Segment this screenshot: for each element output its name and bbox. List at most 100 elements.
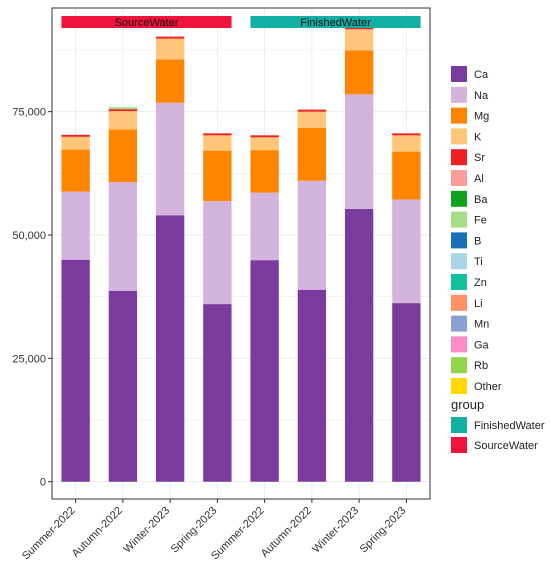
bar-segment-sr — [61, 134, 90, 137]
legend-key-ba — [451, 190, 467, 207]
bar-stack — [250, 135, 279, 482]
legend-key-fe — [451, 211, 467, 228]
bar-segment-sr — [108, 109, 138, 112]
legend-label: Other — [474, 381, 502, 393]
legend-key-sr — [451, 149, 467, 166]
legend-label: Rb — [474, 360, 488, 372]
bar-segment-k — [344, 29, 374, 51]
legend-label: Fe — [474, 215, 487, 227]
legend-label: Ti — [474, 256, 483, 268]
bar-segment-mg — [108, 129, 138, 183]
bar-segment-na — [61, 191, 90, 260]
y-tick-label: 75,000 — [12, 107, 46, 119]
element-legend: Ca Na Mg K Sr Al Ba Fe B Ti Zn Li Mn Ga Rb Other — [451, 66, 502, 394]
panel-border-rect — [51, 7, 431, 500]
bar-segment-na — [344, 94, 374, 209]
bar-segment-k — [392, 135, 421, 152]
legend-label: Mg — [474, 111, 489, 123]
legend-key-rb — [451, 357, 467, 374]
bar-segment-ca — [108, 290, 138, 482]
legend-key-ti — [451, 253, 467, 270]
legend-key-ga — [451, 336, 467, 353]
bar-segment-ca — [344, 208, 374, 482]
bar-segment-na — [250, 192, 279, 261]
bar-stack — [203, 133, 232, 482]
bar-stack — [108, 107, 138, 482]
bar-segment-ca — [155, 215, 185, 482]
legend-label: K — [474, 131, 482, 143]
bar-segment-sr — [250, 135, 279, 138]
legend-key-k — [451, 128, 467, 145]
legend-label: Ba — [474, 194, 488, 206]
legend-label: Zn — [474, 277, 487, 289]
y-axis: 0 25,000 50,000 75,000 — [12, 107, 52, 489]
legend-label: B — [474, 235, 481, 247]
bar-segment-sr — [297, 109, 327, 112]
bar-segment-na — [297, 180, 327, 290]
bar-segment-k — [203, 135, 232, 151]
legend-key-b — [451, 232, 467, 249]
legend-key-mg — [451, 107, 467, 124]
bar-segment-mg — [203, 150, 232, 201]
bars — [61, 27, 421, 482]
bar-segment-k — [61, 136, 90, 150]
legend-label: Ga — [474, 339, 490, 351]
group-legend-key — [451, 437, 467, 453]
legend-key-mn — [451, 315, 467, 332]
bar-segment-sr — [155, 36, 185, 39]
legend-key-na — [451, 86, 467, 103]
bar-segment-k — [250, 137, 279, 151]
legend-label: Al — [474, 173, 484, 185]
bar-stack — [392, 133, 421, 482]
bar-segment-na — [392, 199, 421, 304]
bar-segment-ca — [250, 260, 279, 482]
bar-segment-ca — [392, 303, 421, 482]
bar-segment-mg — [250, 150, 279, 193]
legend-key-li — [451, 294, 467, 311]
bar-segment-sr — [344, 27, 374, 30]
bar-segment-mg — [344, 50, 374, 95]
group-legend-title: group — [451, 397, 484, 412]
legend-label: Li — [474, 298, 483, 310]
group-label-text: FinishedWater — [300, 17, 371, 29]
bar-segment-sr — [392, 133, 421, 136]
legend-label: Sr — [474, 152, 485, 164]
group-label-box — [61, 16, 232, 28]
bar-stack — [344, 27, 374, 482]
y-tick-label: 0 — [40, 477, 46, 489]
bar-segment-sr — [203, 133, 232, 136]
bar-segment-ca — [203, 304, 232, 482]
bar-segment-ca — [61, 259, 90, 482]
legend-label: Mn — [474, 319, 489, 331]
group-labels: SourceWater FinishedWater — [61, 16, 421, 29]
panel-border — [51, 7, 431, 500]
legend-key-al — [451, 170, 467, 186]
bar-stack — [297, 109, 327, 482]
legend-key-other — [451, 378, 467, 394]
bar-stack — [155, 36, 185, 482]
group-legend-label: SourceWater — [474, 440, 538, 452]
group-label-text: SourceWater — [115, 17, 179, 29]
bar-segment-na — [108, 182, 138, 291]
bar-segment-fe — [108, 107, 138, 110]
bar-segment-na — [155, 102, 185, 216]
bar-segment-mg — [155, 59, 185, 103]
group-legend: group FinishedWater SourceWater — [451, 397, 545, 453]
legend-label: Na — [474, 90, 489, 102]
bar-segment-na — [203, 200, 232, 305]
bar-segment-k — [155, 38, 185, 60]
bar-segment-mg — [61, 149, 90, 192]
bar-segment-ca — [297, 289, 327, 482]
bar-segment-mg — [297, 127, 327, 181]
y-tick-label: 50,000 — [12, 230, 46, 242]
bar-stack — [61, 134, 90, 482]
legend-key-ca — [451, 66, 467, 82]
bar-segment-mg — [392, 151, 421, 200]
group-legend-label: FinishedWater — [474, 420, 545, 432]
y-tick-label: 25,000 — [12, 353, 46, 365]
legend-key-zn — [451, 274, 467, 290]
bar-segment-k — [108, 111, 138, 130]
legend-label: Ca — [474, 69, 489, 81]
bar-segment-k — [297, 111, 327, 128]
